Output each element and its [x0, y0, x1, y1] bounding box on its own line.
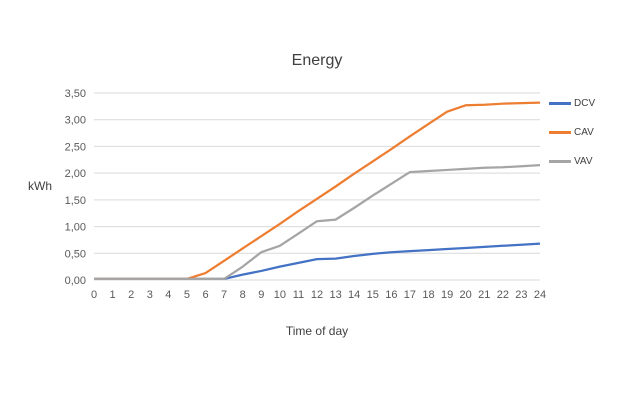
x-tick-label: 13 — [329, 289, 341, 301]
x-tick-label: 16 — [385, 289, 397, 301]
x-tick-label: 8 — [240, 289, 246, 301]
series-line-dcv — [94, 242, 541, 281]
x-tick-label: 4 — [165, 289, 171, 301]
y-tick-label: 2,00 — [65, 168, 86, 180]
y-tick-label: 1,00 — [65, 222, 86, 234]
y-tick-label: 3,50 — [65, 88, 86, 100]
x-tick-label: 22 — [497, 289, 509, 301]
y-tick-label: 2,50 — [65, 141, 86, 153]
x-tick-label: 11 — [293, 289, 304, 301]
y-tick-label: 0,00 — [65, 275, 86, 287]
x-tick-label: 23 — [515, 289, 527, 301]
x-tick-label: 20 — [460, 289, 472, 301]
x-tick-label: 14 — [348, 289, 360, 301]
x-tick-label: 5 — [184, 289, 190, 301]
x-tick-label: 24 — [534, 289, 546, 301]
x-tick-label: 0 — [91, 289, 97, 301]
y-tick-label: 1,50 — [65, 195, 86, 207]
legend-marker-cav — [549, 130, 571, 134]
x-tick-label: 12 — [311, 289, 323, 301]
legend-item-dcv: DCV — [549, 97, 595, 109]
legend-marker-dcv — [549, 101, 571, 105]
x-tick-label: 7 — [221, 289, 227, 301]
legend-label-dcv: DCV — [574, 97, 596, 109]
y-tick-label: 0,50 — [65, 248, 86, 260]
x-tick-label: 10 — [274, 289, 286, 301]
x-tick-label: 17 — [404, 289, 416, 301]
series-line-cav — [94, 101, 541, 281]
x-tick-label: 21 — [478, 289, 490, 301]
x-axis-title: Time of day — [285, 324, 349, 338]
legend-marker-vav — [549, 159, 571, 163]
legend-item-cav: CAV — [549, 126, 595, 138]
x-tick-label: 3 — [147, 289, 153, 301]
y-axis-title: kWh — [28, 179, 52, 193]
x-tick-label: 6 — [202, 289, 208, 301]
series-line-vav — [94, 164, 541, 281]
x-tick-label: 2 — [128, 289, 134, 301]
legend: DCV CAV VAV — [549, 97, 595, 167]
y-tick-label: 3,00 — [65, 115, 86, 127]
chart-title: Energy — [291, 52, 343, 69]
x-tick-label: 19 — [441, 289, 453, 301]
legend-label-vav: VAV — [574, 155, 593, 167]
legend-item-vav: VAV — [549, 155, 595, 167]
legend-label-cav: CAV — [574, 126, 594, 138]
x-tick-label: 15 — [367, 289, 379, 301]
x-tick-label: 18 — [422, 289, 434, 301]
x-tick-label: 1 — [110, 289, 116, 301]
x-tick-label: 9 — [258, 289, 264, 301]
